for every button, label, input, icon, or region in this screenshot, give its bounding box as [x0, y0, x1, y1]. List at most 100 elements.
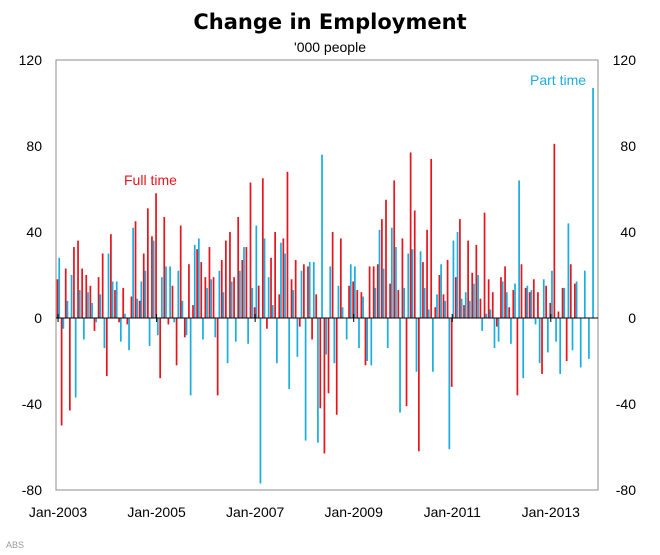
bar-part-time	[161, 277, 163, 318]
bar-part-time	[378, 229, 381, 318]
bar-full-time	[278, 294, 281, 318]
bar-part-time	[58, 257, 61, 318]
bar-full-time	[500, 277, 502, 318]
bar-part-time	[583, 270, 586, 318]
bar-full-time	[122, 287, 125, 318]
bar-full-time	[323, 318, 326, 454]
bar-full-time	[311, 318, 313, 340]
plot-frame	[55, 59, 599, 491]
bar-part-time	[493, 318, 496, 349]
bar-part-time	[481, 318, 484, 331]
bar-full-time	[89, 285, 92, 318]
bar-full-time	[471, 272, 474, 318]
bar-part-time	[333, 318, 336, 364]
bar-full-time	[237, 216, 240, 318]
bar-part-time	[551, 270, 553, 318]
y-tick-label-right: -80	[616, 482, 636, 498]
bar-full-time	[233, 277, 235, 318]
bar-part-time	[255, 225, 258, 318]
bar-full-time	[298, 318, 301, 327]
legend-label-full-time: Full time	[124, 172, 177, 188]
bar-part-time	[349, 264, 352, 318]
bar-full-time	[229, 232, 231, 318]
bar-full-time	[151, 236, 153, 318]
bar-part-time	[308, 262, 311, 318]
bar-full-time	[372, 266, 375, 318]
bar-part-time	[456, 232, 459, 318]
bar-part-time	[423, 287, 426, 318]
bar-full-time	[81, 268, 84, 318]
bar-part-time	[280, 242, 282, 318]
bar-part-time	[588, 318, 590, 359]
bar-part-time	[288, 318, 291, 389]
bar-full-time	[118, 318, 120, 323]
bar-full-time	[569, 264, 572, 318]
bar-full-time	[196, 249, 198, 318]
bar-part-time	[386, 318, 389, 349]
bar-full-time	[541, 318, 543, 374]
bar-full-time	[183, 318, 186, 338]
bar-full-time	[110, 234, 112, 318]
bar-full-time	[574, 283, 576, 318]
x-tick-label: Jan-2013	[522, 504, 581, 520]
bar-full-time	[528, 292, 531, 318]
bar-part-time	[247, 318, 249, 344]
bar-part-time	[370, 318, 373, 366]
bar-full-time	[487, 279, 490, 318]
bar-full-time	[64, 268, 67, 318]
bar-full-time	[508, 307, 511, 318]
bar-full-time	[331, 232, 334, 318]
bar-full-time	[327, 318, 330, 394]
bar-part-time	[156, 318, 159, 336]
bar-part-time	[415, 318, 418, 372]
bar-full-time	[467, 240, 469, 318]
bar-full-time	[225, 240, 227, 318]
bar-part-time	[579, 318, 582, 368]
bar-full-time	[249, 182, 252, 318]
bar-part-time	[119, 318, 122, 342]
bar-part-time	[128, 318, 130, 351]
bar-part-time	[329, 266, 332, 318]
bar-part-time	[497, 318, 500, 342]
bar-part-time	[66, 300, 69, 318]
bar-part-time	[202, 318, 204, 340]
x-tick-label: Jan-2003	[29, 504, 88, 520]
bar-full-time	[434, 307, 437, 318]
bar-part-time	[189, 318, 192, 396]
bar-part-time	[103, 318, 106, 349]
bar-part-time	[99, 294, 102, 318]
bar-full-time	[270, 257, 272, 318]
bar-part-time	[284, 253, 286, 318]
chart-title: Change in Employment	[193, 10, 466, 34]
bar-part-time	[468, 300, 471, 318]
bar-full-time	[352, 281, 355, 318]
x-axis: Jan-2003 Jan-2005 Jan-2007 Jan-2009 Jan-2011…	[29, 314, 580, 520]
left-y-axis: -80 -40 0 40 80 120	[19, 52, 43, 498]
bar-part-time	[382, 268, 385, 318]
y-tick-label-left: 120	[19, 52, 43, 68]
bar-full-time	[163, 216, 166, 318]
bar-part-time	[440, 264, 442, 318]
bar-full-time	[167, 318, 170, 325]
y-tick-label-right: 120	[613, 52, 637, 68]
bar-full-time	[409, 152, 412, 318]
bar-part-time	[152, 240, 155, 318]
bar-part-time	[477, 275, 479, 318]
bar-part-time	[571, 318, 574, 351]
bar-full-time	[450, 318, 453, 387]
bar-part-time	[444, 300, 447, 318]
bar-part-time	[263, 238, 266, 318]
bar-full-time	[532, 279, 535, 318]
x-tick-label: Jan-2009	[324, 504, 383, 520]
bar-full-time	[479, 298, 482, 318]
bar-part-time	[140, 281, 143, 318]
bar-full-time	[393, 180, 396, 318]
bar-full-time	[315, 294, 318, 318]
bar-part-time	[296, 318, 299, 357]
bar-part-time	[222, 292, 225, 318]
bar-full-time	[491, 292, 494, 318]
bar-full-time	[101, 253, 104, 318]
bar-part-time	[485, 313, 488, 318]
bar-full-time	[376, 264, 379, 318]
bar-part-time	[448, 318, 451, 450]
